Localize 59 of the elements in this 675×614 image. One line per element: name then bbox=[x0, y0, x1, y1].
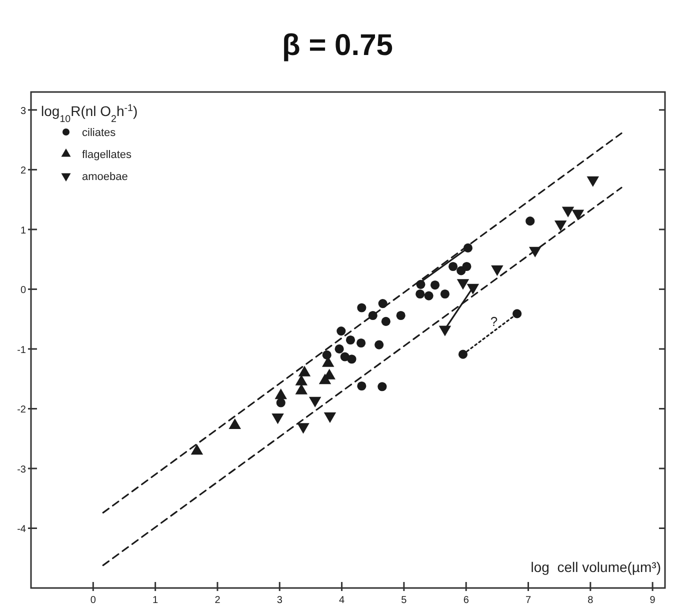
chart-title: β = 0.75 bbox=[282, 29, 393, 62]
point bbox=[456, 279, 470, 290]
annotation: ? bbox=[490, 314, 498, 330]
point bbox=[430, 280, 440, 290]
point bbox=[378, 382, 387, 392]
point bbox=[346, 335, 356, 345]
point bbox=[274, 388, 287, 400]
point bbox=[357, 303, 366, 312]
x-tick-label: 9 bbox=[650, 595, 656, 606]
x-tick-label: 4 bbox=[339, 595, 346, 606]
x-axis-title: log cell volume(µm³) bbox=[530, 559, 661, 575]
x-tick-label: 0 bbox=[90, 595, 96, 606]
point bbox=[416, 289, 425, 299]
legend-label: flagellates bbox=[82, 149, 132, 161]
point bbox=[228, 418, 241, 429]
y-tick-label: 0 bbox=[20, 285, 26, 296]
point bbox=[458, 350, 468, 359]
point bbox=[298, 366, 311, 376]
point bbox=[586, 176, 600, 187]
point bbox=[295, 384, 308, 394]
y-tick-label: -2 bbox=[17, 404, 26, 416]
x-tick-label: 6 bbox=[463, 595, 470, 606]
point bbox=[462, 262, 472, 272]
point bbox=[356, 338, 366, 348]
y-tick-label: 3 bbox=[20, 106, 26, 117]
y-tick-label: 1 bbox=[20, 225, 26, 236]
legend-label: ciliates bbox=[82, 127, 116, 139]
point bbox=[526, 216, 535, 226]
x-tick-label: 5 bbox=[401, 595, 408, 606]
point bbox=[336, 326, 346, 336]
y-tick-label: -1 bbox=[17, 344, 26, 356]
point bbox=[491, 265, 504, 276]
point bbox=[381, 316, 390, 326]
x-tick-label: 2 bbox=[214, 595, 221, 606]
point bbox=[334, 344, 344, 354]
y-axis-title: log$_{10}$R(nl O$_{2}$h$^{-1}$) bbox=[41, 102, 138, 124]
y-tick-label: -4 bbox=[17, 524, 26, 536]
x-tick-label: 3 bbox=[276, 595, 283, 606]
point bbox=[448, 262, 458, 272]
point bbox=[190, 444, 204, 455]
y-tick-label: -3 bbox=[17, 464, 26, 476]
point bbox=[440, 289, 450, 299]
y-tick-label: 2 bbox=[20, 166, 26, 177]
x-tick-label: 1 bbox=[152, 595, 159, 606]
point bbox=[322, 350, 332, 360]
point bbox=[396, 310, 406, 320]
point bbox=[512, 309, 522, 318]
point bbox=[276, 398, 286, 408]
point bbox=[347, 354, 356, 364]
point bbox=[295, 374, 308, 386]
point bbox=[357, 381, 366, 391]
point bbox=[562, 206, 574, 218]
legend-label: amoebae bbox=[82, 171, 128, 183]
point bbox=[572, 210, 584, 220]
x-tick-label: 7 bbox=[525, 595, 532, 606]
point bbox=[554, 220, 567, 232]
x-tick-label: 8 bbox=[588, 595, 594, 606]
point bbox=[374, 340, 384, 350]
point bbox=[424, 291, 434, 300]
